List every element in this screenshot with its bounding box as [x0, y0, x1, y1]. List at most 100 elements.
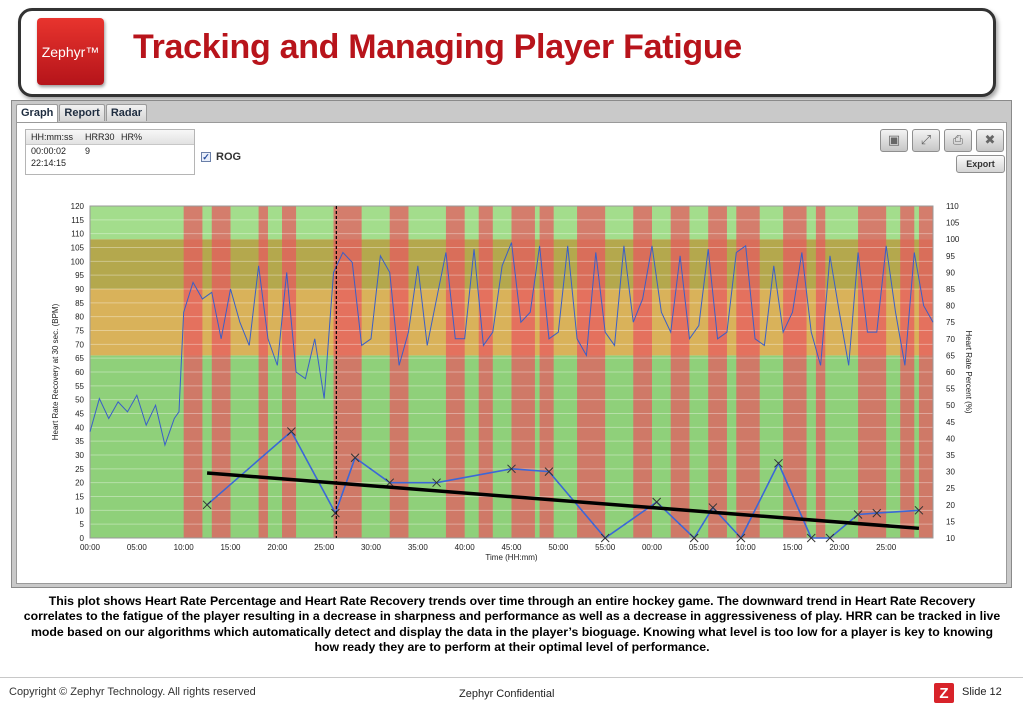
y-tick-right: 95 [946, 252, 955, 261]
tab-radar[interactable]: Radar [105, 104, 148, 121]
close-icon[interactable]: ✖ [976, 129, 1004, 152]
plot-border [89, 205, 934, 539]
x-tick-label: 20:00 [829, 543, 850, 552]
tab-report[interactable]: Report [59, 104, 105, 121]
x-tick-label: 00:00 [80, 543, 101, 552]
y-tick-right: 15 [946, 517, 955, 526]
shift-band [708, 206, 727, 538]
footer-confidential: Zephyr Confidential [459, 688, 555, 700]
y-tick-right: 30 [946, 468, 955, 477]
shift-band [478, 206, 493, 538]
y-tick-right: 40 [946, 434, 955, 443]
hrr-point [600, 533, 610, 543]
y-tick-left: 110 [71, 230, 84, 239]
print-icon[interactable]: ⎙ [944, 129, 972, 152]
zephyr-logo: Zephyr™ [37, 18, 104, 85]
tab-graph[interactable]: Graph [16, 104, 59, 123]
export-button[interactable]: Export [956, 155, 1005, 173]
shift-band [736, 206, 760, 538]
hrr-point [202, 500, 212, 510]
y-tick-left: 25 [75, 465, 84, 474]
y-tick-left: 10 [75, 506, 84, 515]
readout-clock: 22:14:15 [31, 158, 67, 168]
series-hr-pct [89, 242, 934, 447]
y-tick-left: 75 [75, 327, 84, 336]
x-tick-label: 10:00 [174, 543, 195, 552]
y-tick-left: 35 [75, 437, 84, 446]
y-tick-left: 5 [80, 520, 85, 529]
y-tick-left: 30 [75, 451, 84, 460]
y-tick-left: 65 [75, 354, 84, 363]
y-tick-left: 105 [71, 244, 85, 253]
hrr-point [652, 497, 662, 507]
y-tick-left: 70 [75, 340, 84, 349]
y-tick-right: 20 [946, 501, 955, 510]
x-tick-label: 40:00 [455, 543, 476, 552]
shift-band [858, 206, 887, 538]
readout-col-hrpct: HR% [121, 132, 143, 142]
logo-text: Zephyr™ [41, 43, 100, 60]
x-tick-label: 35:00 [408, 543, 429, 552]
hrr-point [736, 533, 746, 543]
x-tick-label: 15:00 [782, 543, 803, 552]
hrr-point [708, 503, 718, 512]
trend-line [206, 471, 920, 531]
chart-toolbar: ▣ ⤢ ⎙ ✖ [876, 129, 1004, 152]
shift-band [783, 206, 807, 538]
y-tick-left: 0 [80, 534, 85, 543]
hrr-point [914, 505, 924, 515]
hrr-point [350, 453, 360, 463]
x-tick-label: 25:00 [876, 543, 897, 552]
y-tick-left: 15 [75, 493, 84, 502]
shift-band [577, 206, 606, 538]
y-tick-left: 115 [71, 216, 84, 225]
x-tick-label: 10:00 [736, 543, 757, 552]
y-tick-right: 25 [946, 484, 955, 493]
hrr-point [287, 427, 296, 436]
readout-row: 22:14:15 [26, 157, 194, 169]
hrr-point [689, 533, 699, 543]
hrr-point [806, 533, 816, 543]
hrr-point [825, 533, 835, 543]
shift-band [633, 206, 652, 538]
rog-toggle[interactable]: ✓ ROG [201, 151, 241, 163]
hrr-point [507, 464, 516, 474]
y-tick-right: 75 [946, 318, 955, 327]
x-tick-label: 30:00 [361, 543, 382, 552]
y-tick-left: 85 [75, 299, 84, 308]
x-tick-label: 55:00 [595, 543, 616, 552]
zoom-icon[interactable]: ⤢ [912, 129, 940, 152]
y-tick-left: 100 [71, 257, 85, 266]
y-tick-left: 45 [75, 410, 84, 419]
y-tick-left: 40 [75, 423, 84, 432]
x-tick-label: 50:00 [548, 543, 569, 552]
y-tick-right: 55 [946, 385, 955, 394]
y-tick-left: 50 [75, 396, 84, 405]
x-axis-label: Time (HH:mm) [485, 553, 537, 562]
y-tick-right: 60 [946, 368, 955, 377]
shift-band [258, 206, 268, 538]
y-tick-right: 110 [946, 202, 959, 211]
image-icon[interactable]: ▣ [880, 129, 908, 152]
shift-band [389, 206, 409, 538]
readout-col-time: HH:mm:ss [31, 132, 73, 142]
y-tick-right: 45 [946, 418, 955, 427]
readout-header: HH:mm:ss HRR30 HR% [26, 130, 194, 145]
shift-band [815, 206, 826, 538]
shift-band [670, 206, 690, 538]
y-tick-left: 120 [71, 202, 85, 211]
y-tick-right: 80 [946, 302, 955, 311]
y-axis-label-right: Heart Rate Percent (%) [964, 330, 973, 413]
y-tick-right: 35 [946, 451, 955, 460]
x-tick-label: 05:00 [689, 543, 710, 552]
y-tick-left: 80 [75, 313, 84, 322]
rog-checkbox[interactable]: ✓ [201, 152, 211, 162]
shift-band [918, 206, 933, 538]
hrr-point [331, 508, 340, 518]
y-tick-left: 55 [75, 382, 84, 391]
y-tick-left: 90 [75, 285, 84, 294]
readout-table: HH:mm:ss HRR30 HR% 00:00:02 9 22:14:15 [25, 129, 195, 175]
hrr-point [432, 478, 441, 488]
shift-band [183, 206, 203, 538]
